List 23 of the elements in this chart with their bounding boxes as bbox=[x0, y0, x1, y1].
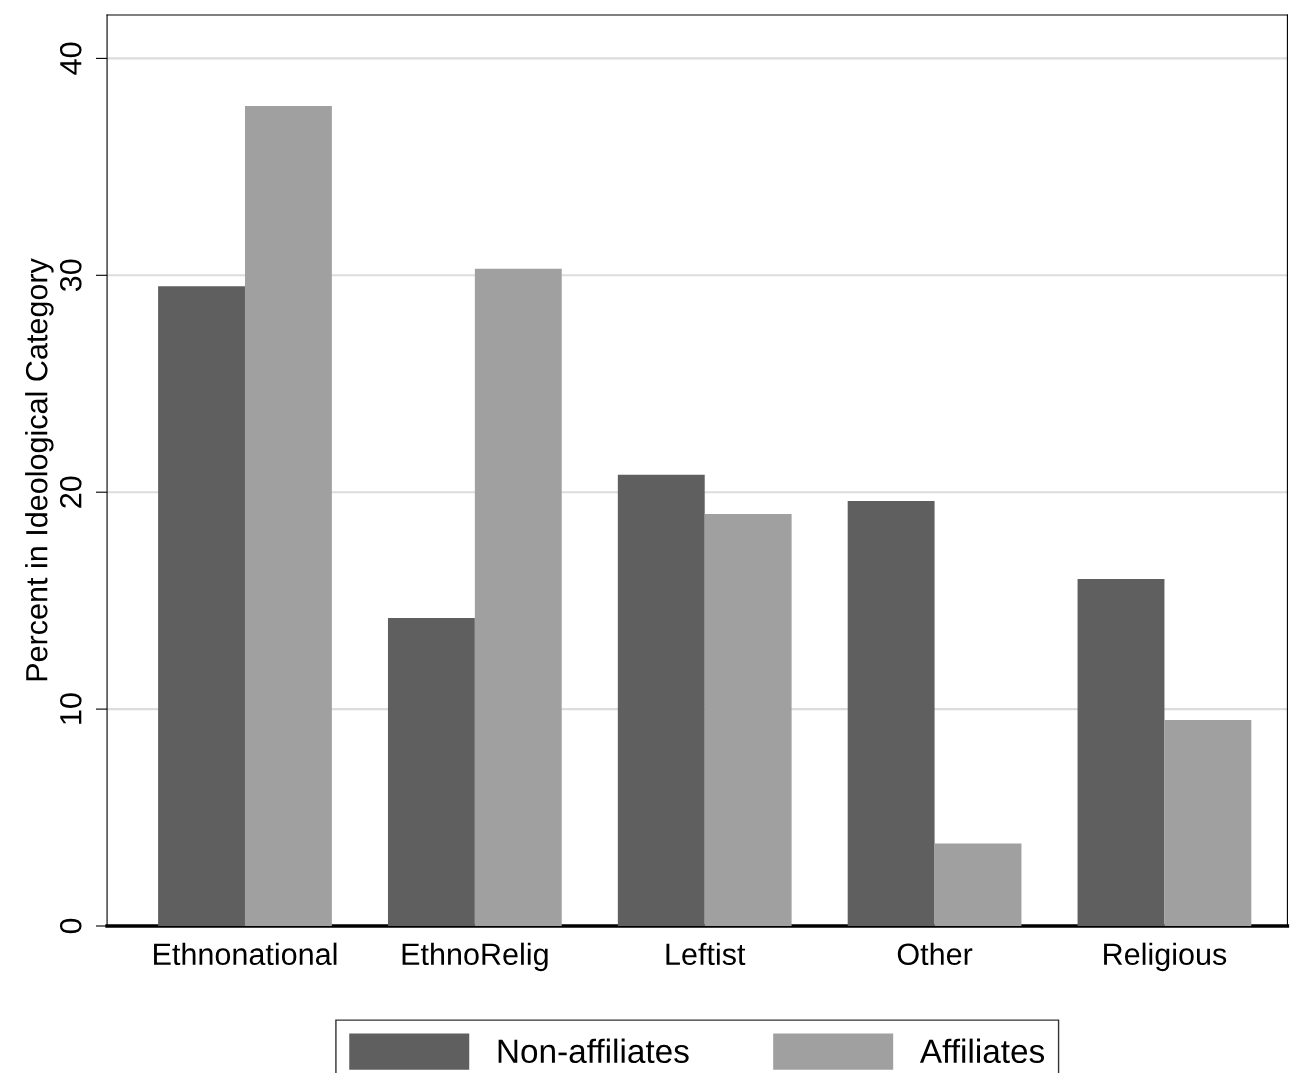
bar bbox=[474, 268, 562, 926]
x-tick-label: Other bbox=[897, 942, 973, 966]
y-tick-label: 20 bbox=[59, 476, 82, 508]
bar bbox=[847, 500, 935, 926]
bar bbox=[244, 106, 332, 926]
bar bbox=[1077, 578, 1165, 926]
bar bbox=[617, 474, 705, 926]
legend-label: Affiliates bbox=[919, 1038, 1045, 1064]
legend-label: Non-affiliates bbox=[498, 1038, 689, 1064]
bar bbox=[387, 618, 475, 926]
bar bbox=[934, 843, 1022, 926]
x-tick-label: Leftist bbox=[666, 942, 746, 966]
x-tick-label: EthnoRelig bbox=[402, 942, 548, 972]
bar bbox=[704, 513, 792, 926]
bar bbox=[158, 286, 245, 926]
y-tick-label: 40 bbox=[59, 42, 82, 75]
y-axis-title: Percent in Ideological Category bbox=[25, 258, 54, 681]
y-tick-label: 0 bbox=[59, 918, 82, 934]
y-tick-label: 30 bbox=[59, 259, 82, 292]
x-tick-label: Religious bbox=[1104, 942, 1227, 972]
y-tick-label: 10 bbox=[59, 693, 82, 724]
x-tick-label: Ethnonational bbox=[154, 942, 337, 966]
bar bbox=[1164, 719, 1252, 926]
